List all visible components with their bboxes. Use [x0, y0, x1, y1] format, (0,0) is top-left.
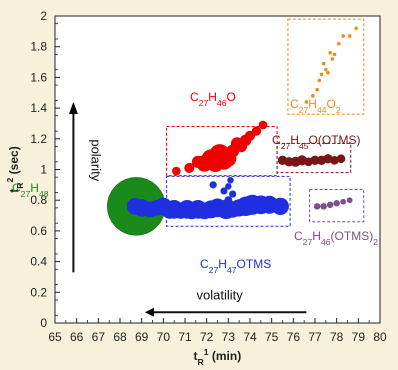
data-point: [332, 52, 337, 57]
y-axis-title: tR2 (sec): [5, 146, 25, 192]
y-tick-label: 1.8: [30, 40, 47, 54]
data-point: [271, 197, 289, 215]
y-tick-label: 0.4: [30, 255, 47, 269]
data-point: [184, 162, 195, 174]
y-tick-label: 1.4: [30, 101, 47, 115]
data-point: [209, 181, 217, 189]
x-tick-label: 76: [287, 330, 301, 344]
y-tick-label: 1.2: [30, 132, 47, 146]
data-point: [317, 78, 322, 83]
x-tick-label: 80: [373, 330, 387, 344]
data-point: [354, 26, 358, 31]
data-point: [224, 196, 233, 205]
series-box: [276, 142, 352, 174]
y-tick-label: 2: [40, 9, 47, 23]
volatility-label: volatility: [197, 287, 244, 302]
data-point: [304, 100, 309, 104]
data-point: [337, 41, 341, 46]
x-tick-label: 74: [243, 330, 257, 344]
data-point: [220, 187, 228, 195]
data-point: [133, 199, 151, 217]
data-point: [346, 197, 353, 204]
polarity-arrowhead: [68, 101, 78, 115]
y-tick-label: 1.6: [30, 70, 47, 84]
data-point: [341, 34, 345, 38]
x-tick-label: 75: [265, 330, 279, 344]
series-label: C27H45O(OTMS): [272, 133, 361, 151]
data-point: [310, 155, 320, 165]
data-point: [321, 61, 326, 66]
data-point: [227, 177, 234, 184]
data-point: [313, 203, 321, 210]
data-point: [311, 94, 315, 98]
series-label: C27H47OTMS: [200, 257, 271, 275]
x-axis-title: tR1 (min): [194, 347, 242, 367]
data-point: [324, 67, 328, 72]
x-tick-label: 66: [70, 330, 84, 344]
series-label: C27H46O: [190, 90, 236, 108]
x-tick-label: 71: [178, 330, 192, 344]
x-tick-label: 69: [135, 330, 149, 344]
data-point: [319, 72, 324, 77]
data-point: [328, 51, 332, 55]
y-tick-label: 0: [40, 316, 47, 330]
x-tick-label: 73: [222, 330, 236, 344]
data-point: [258, 120, 268, 130]
data-point: [225, 183, 232, 190]
x-tick-label: 78: [330, 330, 344, 344]
label-layer: tR1 (min) tR2 (sec)C27H48 C27H47OTMS C27H46…: [5, 90, 378, 367]
x-tick-label: 67: [92, 330, 106, 344]
data-point: [330, 57, 335, 61]
axis-frame: 0 0.2 0.4 0.6 0.8 1 1.2 1.4 1.6 1.8 2 65 66 67 68 69 70 7…: [30, 9, 387, 344]
x-tick-label: 68: [113, 330, 127, 344]
data-layer: [107, 18, 365, 236]
polarity-label: polarity: [88, 139, 103, 181]
data-point: [326, 70, 330, 75]
data-point: [320, 203, 327, 210]
x-tick-label: 79: [352, 330, 366, 344]
series-box: [287, 18, 365, 115]
data-point: [333, 200, 340, 207]
y-tick-label: 0.6: [30, 224, 47, 238]
x-tick-label: 70: [157, 330, 171, 344]
data-point: [326, 201, 334, 209]
y-tick-label: 0.8: [30, 193, 47, 207]
data-point: [251, 126, 262, 136]
series-box: [309, 188, 365, 223]
data-point: [229, 190, 237, 198]
series-label: C27H44O2: [290, 97, 341, 115]
data-point: [172, 166, 181, 176]
data-point: [330, 155, 339, 165]
data-point: [336, 154, 346, 164]
series-label: C27H48: [12, 181, 49, 199]
y-tick-label: 0.2: [30, 285, 47, 299]
x-tick-label: 72: [200, 330, 214, 344]
data-point: [340, 198, 347, 205]
y-tick-label: 1: [40, 163, 47, 177]
data-point: [315, 87, 319, 92]
data-point: [347, 34, 352, 38]
series-label: C27H46(OTMS)2: [294, 229, 378, 247]
volatility-arrowhead: [144, 307, 154, 317]
x-tick-label: 65: [48, 330, 62, 344]
x-tick-label: 77: [308, 330, 322, 344]
